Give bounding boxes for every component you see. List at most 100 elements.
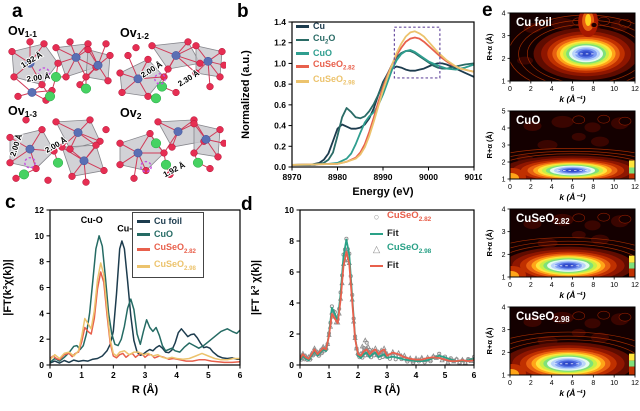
crystal-structure-4: 1.92 Å (116, 116, 226, 182)
map-area (510, 111, 635, 179)
oxygen-atom (192, 69, 200, 77)
oxygen-atom (10, 73, 18, 81)
panel-c-ft-exafs-chart: 0 1 2 3 4 5 6 0 2 4 6 8 10 12 R (Å) |FT(k³χ(k))| Cu-O Cu-… (0, 194, 248, 411)
svg-text:1: 1 (502, 275, 506, 282)
oxygen-atom (116, 161, 124, 169)
copper-atom (79, 156, 89, 166)
oxygen-atom (86, 116, 94, 124)
oxygen-atom (52, 44, 60, 52)
legend-label: CuSeO2.82 (154, 241, 196, 258)
map-y-ticks: 1 2 3 4 (502, 207, 510, 282)
label-segment: 2 (136, 111, 142, 122)
map-y-axis-label: R+α (Å) (485, 33, 494, 60)
copper-atom (133, 74, 143, 84)
highlight-box (393, 26, 441, 79)
oxygen-atom (50, 147, 58, 155)
x-axis-ticks: 0 1 2 3 4 5 6 (298, 365, 477, 380)
oxygen-atom (106, 51, 114, 60)
svg-text:2: 2 (356, 370, 361, 380)
panel-d-ft-fit-chart: 0 1 2 3 4 5 6 0 2 4 6 8 10 R (Å) |FT k³ χ(k)| ○ CuSeO2.8… (248, 194, 484, 411)
svg-text:4: 4 (502, 207, 506, 214)
oxygen-atom (206, 165, 214, 173)
legend-label: CuSeO2.98 (313, 74, 355, 89)
panel-a-crystal-structures: Ov1-1 1.92 Å 2.00 Å Ov1-2 2.00 Å 2.30 Å Ov1-3 2… (0, 16, 240, 194)
svg-text:2: 2 (39, 334, 44, 344)
wavelet-map-e2: 0 2 4 6 8 10 12 1 2 3 4 5 k (Å⁻¹) R+α (Å) CuO (484, 107, 640, 206)
svg-text:2: 2 (529, 184, 533, 191)
series-CuO-line (50, 235, 240, 364)
oxygen-atom (166, 170, 174, 178)
map-y-axis-label: R+α (Å) (485, 131, 494, 158)
svg-text:0.0: 0.0 (274, 162, 286, 172)
map-y-ticks: 1 2 3 4 (502, 11, 510, 86)
structure-label-2: Ov1-2 (120, 26, 149, 41)
legend-item: CuSeO2.82 (137, 241, 196, 258)
copper-atom (133, 148, 143, 158)
panel-letter-c: c (5, 192, 16, 213)
oxygen-atom (144, 92, 152, 100)
x-axis-ticks: 0 1 2 3 4 5 6 (48, 365, 243, 380)
map-title-e2: CuO (516, 115, 540, 127)
legend-item: ○ CuSeO2.82 (370, 209, 432, 227)
legend-label: CuSeO2.98 (154, 258, 196, 275)
legend-item: CuSeO2.98 (296, 74, 355, 89)
oxygen-atom (54, 59, 62, 67)
copper-atom (25, 144, 35, 154)
map-x-axis-label: k (Å⁻¹) (559, 94, 585, 104)
svg-text:3: 3 (502, 143, 506, 150)
svg-text:3: 3 (502, 229, 506, 236)
legend-triangle-marker-icon: △ (372, 244, 381, 256)
oxygen-atom (144, 55, 152, 63)
oxygen-atom (66, 38, 74, 46)
svg-text:8: 8 (591, 380, 595, 387)
svg-text:2: 2 (529, 282, 533, 289)
svg-text:10: 10 (610, 184, 618, 191)
svg-text:12: 12 (631, 282, 639, 289)
svg-text:6: 6 (571, 380, 575, 387)
selenium-atom (160, 159, 172, 170)
label-segment: CuO (154, 229, 173, 239)
label-segment: 2.82 (554, 216, 570, 226)
legend-item: △ CuSeO2.98 (370, 241, 431, 259)
svg-text:6: 6 (472, 370, 477, 380)
svg-text:0: 0 (508, 380, 512, 387)
selenium-atom (52, 157, 64, 168)
svg-text:4: 4 (550, 86, 554, 93)
oxygen-atom (172, 88, 180, 97)
svg-text:6: 6 (238, 370, 243, 380)
oxygen-atom (214, 153, 222, 161)
oxygen-atom (148, 42, 156, 50)
oxygen-vacancy-ring (38, 67, 50, 79)
oxygen-atom (220, 139, 226, 147)
label-segment: CuSeO (154, 258, 185, 269)
selenium-atom (192, 157, 204, 168)
svg-text:4: 4 (502, 11, 506, 18)
oxygen-atom (168, 143, 176, 151)
svg-text:10: 10 (610, 380, 618, 387)
legend-label: Cu2O (313, 33, 335, 48)
svg-text:4: 4 (550, 282, 554, 289)
legend-line-swatch (137, 248, 150, 251)
svg-text:4: 4 (502, 126, 506, 133)
map-y-ticks: 1 2 3 4 (502, 305, 510, 380)
oxygen-atom (216, 126, 224, 134)
svg-text:4: 4 (550, 184, 554, 191)
oxygen-atom (206, 83, 214, 91)
crystal-structure-2: 2.00 Å 2.30 Å (116, 38, 226, 104)
selenium-atom (150, 138, 162, 149)
legend-label: CuO (313, 48, 332, 60)
x-axis-ticks: 8970 8980 8990 9000 9010 (283, 167, 484, 182)
oxygen-atom (160, 149, 168, 157)
label-segment: Fit (387, 260, 399, 272)
y-axis-label: |FT k³ χ(k)| (250, 260, 262, 315)
panel-letter-a: a (12, 1, 23, 22)
svg-text:2: 2 (111, 370, 116, 380)
x-axis-label: R (Å) (374, 383, 401, 396)
legend-label: Cu (313, 21, 325, 33)
copper-atom (203, 56, 213, 66)
svg-text:6: 6 (571, 282, 575, 289)
panel-letter-d: d (241, 194, 253, 215)
